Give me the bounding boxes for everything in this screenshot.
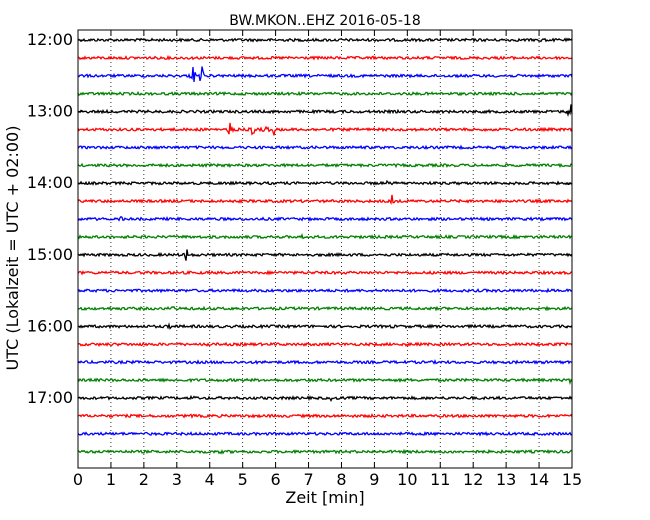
trace-line [77,194,573,205]
trace-line [77,104,573,118]
y-axis-label: UTC (Lokalzeit = UTC + 02:00) [3,126,22,371]
x-tick-label: 12 [463,470,483,489]
trace-group [77,37,573,455]
trace-line [77,341,573,347]
x-tick-label: 6 [271,470,281,489]
trace-line [77,431,573,437]
trace-line [77,249,573,261]
trace-line [77,122,573,136]
plot-frame [77,29,573,469]
y-tick-label: 14:00 [27,173,73,192]
trace-line [77,215,573,222]
trace-line [77,269,573,276]
grid-lines [110,30,540,468]
trace-line [77,394,573,403]
x-tick-label: 2 [139,470,149,489]
y-tick-label: 17:00 [27,388,73,407]
trace-line [77,233,573,240]
y-tick-label: 15:00 [27,245,73,264]
y-tick-label: 13:00 [27,102,73,121]
x-tick-label: 8 [336,470,346,489]
x-tick-label: 9 [369,470,379,489]
trace-line [77,54,573,61]
x-tick-label: 4 [205,470,215,489]
trace-line [77,287,573,294]
x-tick-label: 14 [529,470,549,489]
trace-line [77,66,573,82]
y-axis: 12:00 13:00 14:00 15:00 16:00 17:00 [27,30,572,407]
trace-line [77,144,573,151]
x-tick-label: 10 [397,470,417,489]
y-tick-label: 12:00 [27,30,73,49]
x-tick-label: 15 [562,470,582,489]
chart-title: BW.MKON..EHZ 2016-05-18 [229,13,420,29]
y-tick-label: 16:00 [27,316,73,335]
trace-line [77,413,573,419]
trace-line [77,162,573,169]
x-tick-label: 3 [172,470,182,489]
x-tick-label: 13 [496,470,516,489]
x-tick-label: 1 [106,470,116,489]
trace-line [77,322,573,330]
x-tick-label: 0 [73,470,83,489]
trace-line [77,359,573,365]
x-axis: 0 1 2 3 4 5 6 7 8 9 10 11 12 13 14 15 [73,30,582,489]
trace-line [77,179,573,187]
trace-line [77,448,573,455]
x-tick-label: 7 [303,470,313,489]
trace-line [77,377,573,386]
x-tick-label: 11 [430,470,450,489]
trace-line [77,37,573,43]
trace-line [77,305,573,312]
x-axis-label: Zeit [min] [285,488,364,507]
x-tick-label: 5 [238,470,248,489]
trace-line [77,90,573,97]
